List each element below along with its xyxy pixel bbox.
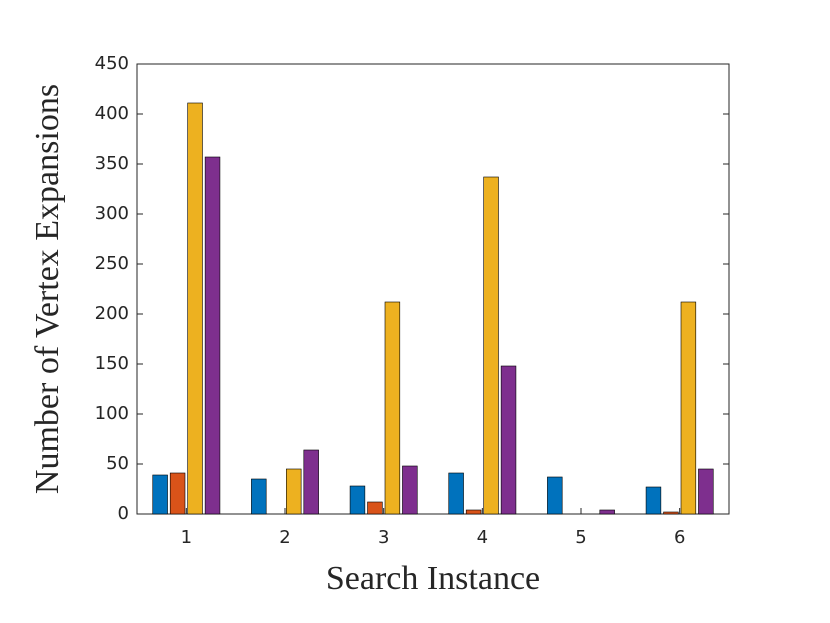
y-tick-label: 150 <box>95 353 129 374</box>
y-tick-label: 400 <box>95 103 129 124</box>
bar <box>303 449 319 515</box>
bar <box>465 509 482 515</box>
bar <box>349 485 366 515</box>
bar <box>286 468 302 515</box>
bar <box>500 365 517 515</box>
x-tick-label: 6 <box>674 527 685 548</box>
bar <box>663 511 679 515</box>
bar <box>599 509 615 515</box>
y-tick-label: 50 <box>106 453 129 474</box>
y-tick-label: 250 <box>95 253 129 274</box>
bar <box>152 474 168 515</box>
y-tick-label: 100 <box>95 403 129 424</box>
bar <box>169 472 186 515</box>
x-tick-label: 5 <box>575 527 586 548</box>
y-tick-label: 450 <box>95 53 129 74</box>
bar <box>187 102 203 515</box>
bar <box>367 501 383 515</box>
bar <box>547 476 563 515</box>
bar <box>384 301 401 515</box>
bar <box>448 472 464 515</box>
bar <box>645 486 662 515</box>
y-tick-label: 0 <box>118 503 129 524</box>
y-tick-label: 200 <box>95 303 129 324</box>
bar <box>251 478 267 515</box>
bar <box>204 156 221 515</box>
bar <box>483 176 499 515</box>
plot-area <box>136 63 730 515</box>
x-tick-label: 3 <box>378 527 389 548</box>
x-tick-label: 2 <box>279 527 290 548</box>
x-axis-label: Search Instance <box>326 560 540 597</box>
y-tick-label: 300 <box>95 203 129 224</box>
x-tick-label: 1 <box>181 527 192 548</box>
bar <box>402 465 418 515</box>
y-axis-label: Number of Vertex Expansions <box>29 84 66 494</box>
y-tick-label: 350 <box>95 153 129 174</box>
bar <box>698 468 714 515</box>
x-tick-label: 4 <box>477 527 488 548</box>
bar <box>680 301 697 515</box>
